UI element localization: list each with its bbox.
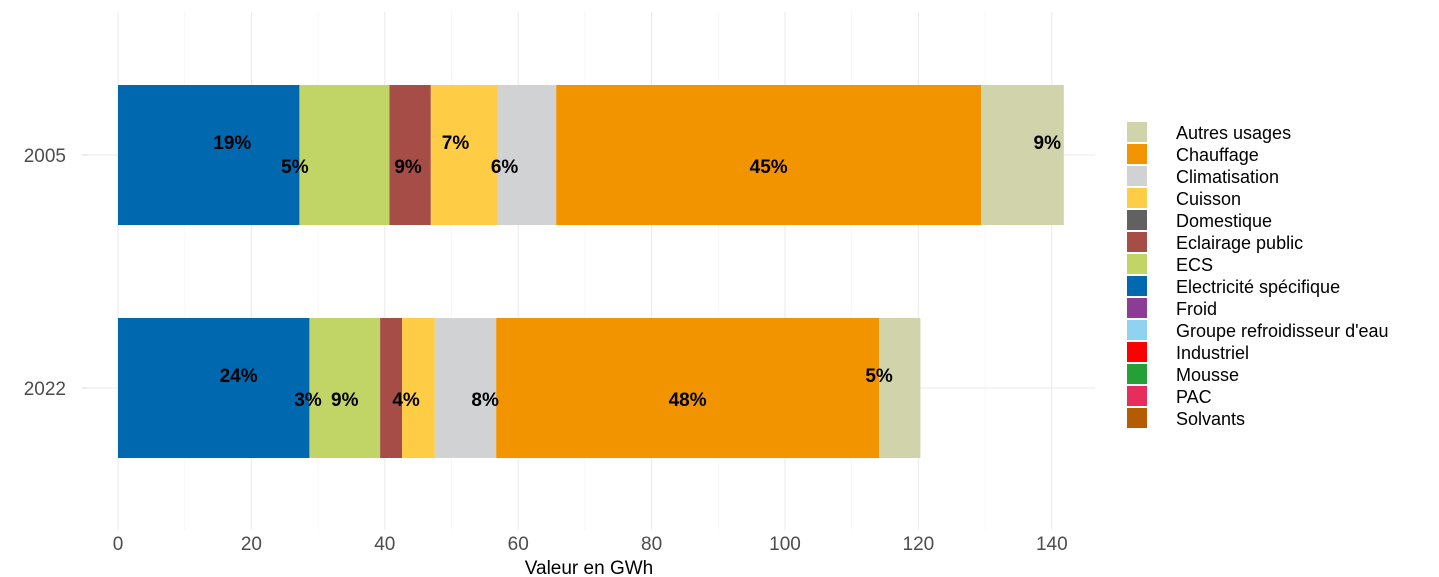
x-axis: 0 20 40 60 80 100 120 140	[113, 534, 1068, 555]
x-tick-label: 100	[769, 534, 801, 555]
bar-segment	[430, 85, 498, 225]
legend-label: Solvants	[1176, 409, 1245, 429]
data-label: 7%	[442, 133, 470, 154]
bar-segment	[118, 318, 310, 458]
data-label: 19%	[213, 133, 251, 154]
data-label: 6%	[491, 157, 519, 178]
data-label: 4%	[392, 390, 420, 411]
legend-key	[1127, 144, 1147, 164]
x-tick-label: 0	[113, 534, 124, 555]
bar-segment	[497, 85, 557, 225]
bar-segment	[299, 85, 390, 225]
legend-label: Industriel	[1176, 343, 1249, 363]
y-axis: 2005 2022	[24, 146, 87, 400]
data-label: 24%	[220, 366, 258, 387]
x-tick-label: 80	[641, 534, 662, 555]
legend-label: Domestique	[1176, 211, 1272, 231]
x-tick-label: 120	[903, 534, 935, 555]
bar-segment	[879, 318, 921, 458]
data-label: 3%	[294, 390, 322, 411]
legend-label: ECS	[1176, 255, 1213, 275]
legend-key	[1127, 166, 1147, 186]
legend-key	[1127, 254, 1147, 274]
data-label: 5%	[865, 366, 893, 387]
bar-segment	[402, 318, 435, 458]
x-tick-label: 140	[1036, 534, 1068, 555]
legend-key	[1127, 210, 1147, 230]
legend-key	[1127, 276, 1147, 296]
legend-key	[1127, 122, 1147, 142]
data-label: 9%	[1034, 133, 1062, 154]
legend-label: Electricité spécifique	[1176, 277, 1340, 297]
bar-segment	[380, 318, 403, 458]
y-tick-label: 2005	[24, 146, 66, 167]
legend-label: PAC	[1176, 387, 1212, 407]
legend-key	[1127, 342, 1147, 362]
bar-segment	[389, 85, 431, 225]
bar-segment	[434, 318, 497, 458]
bar-segment	[118, 85, 300, 225]
bar-segment	[496, 318, 880, 458]
legend: Autres usagesChauffageClimatisationCuiss…	[1127, 122, 1389, 429]
legend-label: Climatisation	[1176, 167, 1279, 187]
data-label: 9%	[394, 157, 422, 178]
legend-label: Froid	[1176, 299, 1217, 319]
legend-label: Mousse	[1176, 365, 1239, 385]
bar-segment	[981, 85, 1064, 225]
x-axis-title: Valeur en GWh	[525, 558, 653, 577]
legend-label: Autres usages	[1176, 123, 1291, 143]
data-label: 45%	[750, 157, 788, 178]
data-label: 5%	[281, 157, 309, 178]
x-tick-label: 60	[508, 534, 529, 555]
bar-segment	[309, 318, 381, 458]
data-label: 8%	[471, 390, 499, 411]
legend-key	[1127, 408, 1147, 428]
bars	[118, 85, 1064, 458]
data-label: 9%	[331, 390, 359, 411]
x-tick-label: 40	[374, 534, 395, 555]
legend-key	[1127, 298, 1147, 318]
legend-label: Groupe refroidisseur d'eau	[1176, 321, 1389, 341]
data-label: 48%	[669, 390, 707, 411]
legend-key	[1127, 364, 1147, 384]
legend-label: Cuisson	[1176, 189, 1241, 209]
legend-key	[1127, 232, 1147, 252]
legend-key	[1127, 386, 1147, 406]
bar-segment	[556, 85, 982, 225]
x-tick-label: 20	[241, 534, 262, 555]
legend-key	[1127, 188, 1147, 208]
legend-label: Chauffage	[1176, 145, 1259, 165]
y-tick-label: 2022	[24, 379, 66, 400]
legend-key	[1127, 320, 1147, 340]
data-labels: 19% 5% 9% 7% 6% 45% 9% 24% 3% 9% 4% 8% 48% 5%	[213, 133, 1061, 411]
legend-label: Eclairage public	[1176, 233, 1303, 253]
